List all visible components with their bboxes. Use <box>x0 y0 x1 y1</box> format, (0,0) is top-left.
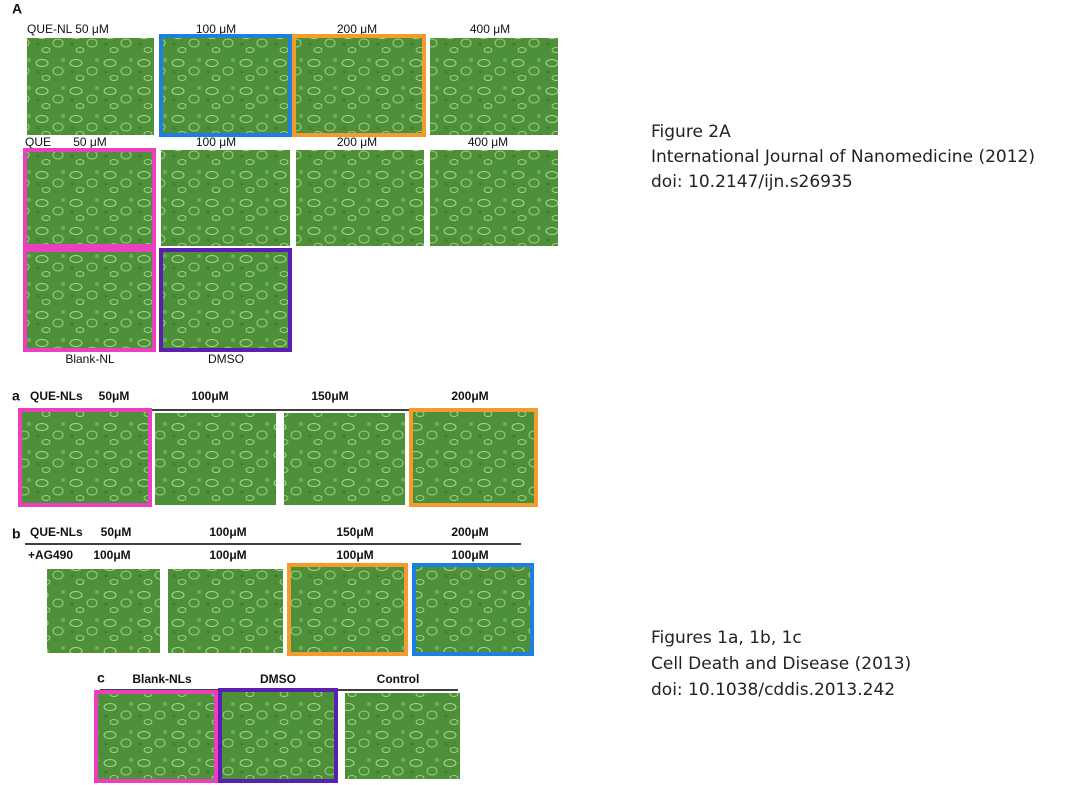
citation-line: International Journal of Nanomedicine (2… <box>651 147 1035 167</box>
highlight-frame <box>409 408 538 507</box>
micrograph <box>27 38 154 135</box>
micrograph <box>47 569 160 653</box>
label: 50 μM <box>73 135 107 149</box>
micrograph <box>20 410 150 505</box>
label: 100 μM <box>196 135 236 149</box>
label: Blank-NL <box>65 352 115 366</box>
label: Blank-NLs <box>132 672 192 686</box>
label: QUE-NLs <box>30 389 83 403</box>
highlight-frame <box>412 563 534 656</box>
citation-line: Cell Death and Disease (2013) <box>651 654 911 674</box>
label: 100μM <box>451 548 488 562</box>
micrograph <box>294 38 424 135</box>
micrograph <box>161 38 290 135</box>
highlight-frame <box>18 408 152 507</box>
label: 200 μM <box>337 22 377 36</box>
micrograph <box>161 150 290 246</box>
label: 100μM <box>336 548 373 562</box>
highlight-frame <box>94 690 218 783</box>
micrograph <box>414 565 532 654</box>
label: QUE-NLs <box>30 525 83 539</box>
label: 100 μM <box>196 22 236 36</box>
micrograph <box>296 150 424 246</box>
micrograph <box>161 250 290 350</box>
citation-line: doi: 10.1038/cddis.2013.242 <box>651 680 895 700</box>
citation-line: doi: 10.2147/ijn.s26935 <box>651 172 853 192</box>
label: 50μM <box>99 389 130 403</box>
micrograph <box>284 413 405 505</box>
highlight-frame <box>292 34 426 137</box>
panel-label: c <box>97 670 105 686</box>
label: Control <box>377 672 420 686</box>
label: DMSO <box>260 672 296 686</box>
micrograph <box>25 150 154 246</box>
micrograph <box>220 690 336 781</box>
micrograph <box>155 413 276 505</box>
label: 200 μM <box>337 135 377 149</box>
label: 150μM <box>311 389 348 403</box>
panel-label: A <box>12 1 22 17</box>
label: 100μM <box>93 548 130 562</box>
label: 100μM <box>209 548 246 562</box>
label: 50μM <box>101 525 132 539</box>
label: 150μM <box>336 525 373 539</box>
micrograph <box>168 569 283 653</box>
micrograph <box>25 250 154 350</box>
panel-label: a <box>12 388 20 404</box>
micrograph <box>430 38 558 135</box>
label: DMSO <box>208 352 244 366</box>
panel-label: b <box>12 526 21 542</box>
label: 200μM <box>451 389 488 403</box>
label: 100μM <box>209 525 246 539</box>
label: 200μM <box>451 525 488 539</box>
label: 400 μM <box>468 135 508 149</box>
highlight-frame <box>218 688 338 783</box>
highlight-frame <box>23 248 156 352</box>
highlight-frame <box>287 563 408 656</box>
micrograph <box>345 693 460 779</box>
label: 400 μM <box>470 22 510 36</box>
micrograph <box>289 565 406 654</box>
label: QUE <box>25 135 51 149</box>
highlight-frame <box>159 248 292 352</box>
label: QUE-NL 50 μM <box>27 22 109 36</box>
citation-line: Figures 1a, 1b, 1c <box>651 628 802 648</box>
highlight-frame <box>23 148 156 248</box>
highlight-frame <box>159 34 292 137</box>
micrograph <box>411 410 536 505</box>
label: +AG490 <box>28 548 73 562</box>
label: 100μM <box>191 389 228 403</box>
citation-line: Figure 2A <box>651 122 731 142</box>
micrograph <box>430 150 558 246</box>
micrograph <box>96 692 216 781</box>
